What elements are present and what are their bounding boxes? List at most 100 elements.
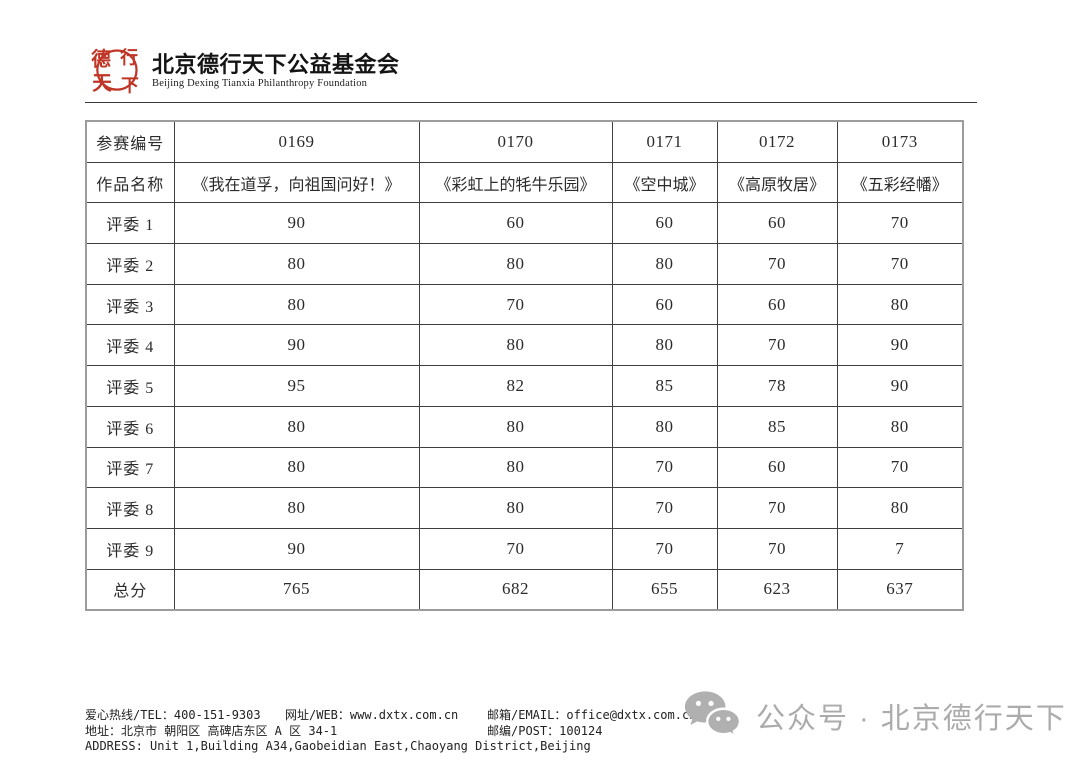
- score-cell: 70: [418, 283, 613, 326]
- svg-text:下: 下: [121, 76, 139, 96]
- entry-id-cell: 0169: [173, 120, 420, 163]
- work-title-cell: 《我在道孚，向祖国问好！》: [173, 161, 420, 204]
- row-header-judge: 评委 3: [85, 283, 175, 326]
- work-title-cell: 《彩虹上的牦牛乐园》: [418, 161, 613, 204]
- score-cell: 70: [836, 243, 964, 285]
- score-cell: 80: [418, 324, 613, 367]
- row-header-judge: 评委 6: [85, 405, 175, 448]
- score-cell: 80: [611, 405, 718, 448]
- footer-tel: 爱心热线/TEL：400-151-9303: [85, 708, 261, 722]
- total-cell: 765: [173, 568, 420, 611]
- work-title-cell: 《高原牧居》: [716, 161, 838, 204]
- total-cell: 637: [836, 568, 964, 611]
- score-cell: 90: [173, 527, 420, 570]
- wechat-icon: [684, 691, 741, 739]
- score-cell: 70: [716, 243, 838, 285]
- row-header-judge: 评委 1: [85, 202, 175, 245]
- score-cell: 80: [173, 446, 420, 489]
- score-cell: 80: [611, 243, 718, 285]
- footer-address-en: ADDRESS: Unit 1,Building A34,Gaobeidian …: [85, 739, 591, 753]
- score-cell: 80: [418, 446, 613, 489]
- footer-line-1: 爱心热线/TEL：400-151-9303 网址/WEB：www.dxtx.co…: [85, 708, 696, 724]
- footer-email: 邮箱/EMAIL：office@dxtx.com.cn: [487, 708, 697, 722]
- row-header-judge: 评委 7: [85, 446, 175, 489]
- entry-id-cell: 0172: [716, 120, 838, 163]
- entry-id-cell: 0170: [418, 120, 613, 163]
- score-cell: 70: [716, 487, 838, 529]
- score-cell: 70: [836, 202, 964, 245]
- work-title-cell: 《五彩经幡》: [836, 161, 964, 204]
- row-header-entry-id: 参赛编号: [85, 120, 175, 163]
- row-header-judge: 评委 2: [85, 243, 175, 285]
- score-cell: 70: [611, 446, 718, 489]
- judge-score-row: 评委 2 80 80 80 70 70: [85, 243, 964, 285]
- svg-text:行: 行: [119, 47, 138, 68]
- score-cell: 7: [836, 527, 964, 570]
- score-cell: 70: [418, 527, 613, 570]
- score-cell: 85: [716, 405, 838, 448]
- row-header-total: 总分: [85, 568, 175, 611]
- org-name-cn: 北京德行天下公益基金会: [152, 51, 400, 77]
- row-header-judge: 评委 9: [85, 527, 175, 570]
- score-cell: 60: [716, 446, 838, 489]
- row-header-judge: 评委 5: [85, 365, 175, 407]
- score-table: 参赛编号 0169 0170 0171 0172 0173 作品名称 《我在道孚…: [85, 120, 964, 612]
- score-cell: 95: [173, 365, 420, 407]
- score-cell: 70: [836, 446, 964, 489]
- judge-score-row: 评委 9 90 70 70 70 7: [85, 527, 964, 570]
- judge-score-row: 评委 4 90 80 80 70 90: [85, 324, 964, 367]
- judge-score-row: 评委 5 95 82 85 78 90: [85, 365, 964, 407]
- score-cell: 80: [836, 405, 964, 448]
- score-cell: 70: [716, 324, 838, 367]
- score-cell: 70: [611, 487, 718, 529]
- score-cell: 80: [418, 243, 613, 285]
- score-cell: 82: [418, 365, 613, 407]
- score-cell: 70: [716, 527, 838, 570]
- total-cell: 682: [418, 568, 613, 611]
- score-cell: 80: [611, 324, 718, 367]
- row-header-work-title: 作品名称: [85, 161, 175, 204]
- score-cell: 60: [716, 202, 838, 245]
- header-divider: [85, 102, 977, 103]
- entry-id-row: 参赛编号 0169 0170 0171 0172 0173: [85, 120, 964, 163]
- score-cell: 70: [611, 527, 718, 570]
- footer-post: 邮编/POST：100124: [487, 723, 603, 738]
- entry-id-cell: 0171: [611, 120, 718, 163]
- score-cell: 90: [173, 324, 420, 367]
- score-cell: 85: [611, 365, 718, 407]
- footer-line-3: ADDRESS: Unit 1,Building A34,Gaobeidian …: [85, 739, 685, 755]
- wechat-account-name: 公众号 · 北京德行天下: [756, 702, 1067, 735]
- judge-score-row: 评委 6 80 80 80 85 80: [85, 405, 964, 448]
- footer-web: 网址/WEB：www.dxtx.com.cn: [285, 708, 459, 722]
- org-name-block: 北京德行天下公益基金会 Beijing Dexing Tianxia Phila…: [152, 51, 400, 90]
- judge-score-row: 评委 7 80 80 70 60 70: [85, 446, 964, 489]
- work-title-row: 作品名称 《我在道孚，向祖国问好！》 《彩虹上的牦牛乐园》 《空中城》 《高原牧…: [85, 161, 964, 204]
- score-cell: 90: [173, 202, 420, 245]
- svg-text:德: 德: [91, 47, 111, 70]
- score-cell: 60: [418, 202, 613, 245]
- score-cell: 80: [836, 283, 964, 326]
- score-cell: 80: [173, 243, 420, 285]
- total-cell: 655: [611, 568, 718, 611]
- score-cell: 80: [173, 405, 420, 448]
- judge-score-row: 评委 3 80 70 60 60 80: [85, 283, 964, 326]
- score-cell: 90: [836, 365, 964, 407]
- wechat-account-badge: 公众号 · 北京德行天下: [683, 689, 1067, 742]
- total-row: 总分 765 682 655 623 637: [85, 568, 964, 611]
- judge-score-row: 评委 8 80 80 70 70 80: [85, 487, 964, 529]
- entry-id-cell: 0173: [836, 120, 964, 163]
- score-cell: 80: [173, 487, 420, 529]
- score-cell: 60: [611, 283, 718, 326]
- org-name-en: Beijing Dexing Tianxia Philanthropy Foun…: [152, 77, 368, 89]
- svg-text:天: 天: [92, 74, 112, 95]
- foundation-seal-icon: 德 行 天 下: [91, 47, 139, 96]
- score-cell: 90: [836, 324, 964, 367]
- score-cell: 80: [418, 487, 613, 529]
- contact-footer: 爱心热线/TEL：400-151-9303 网址/WEB：www.dxtx.co…: [85, 708, 696, 755]
- total-cell: 623: [716, 568, 838, 611]
- row-header-judge: 评委 8: [85, 487, 175, 529]
- judge-score-row: 评委 1 90 60 60 60 70: [85, 202, 964, 245]
- score-cell: 80: [173, 283, 420, 326]
- score-cell: 60: [611, 202, 718, 245]
